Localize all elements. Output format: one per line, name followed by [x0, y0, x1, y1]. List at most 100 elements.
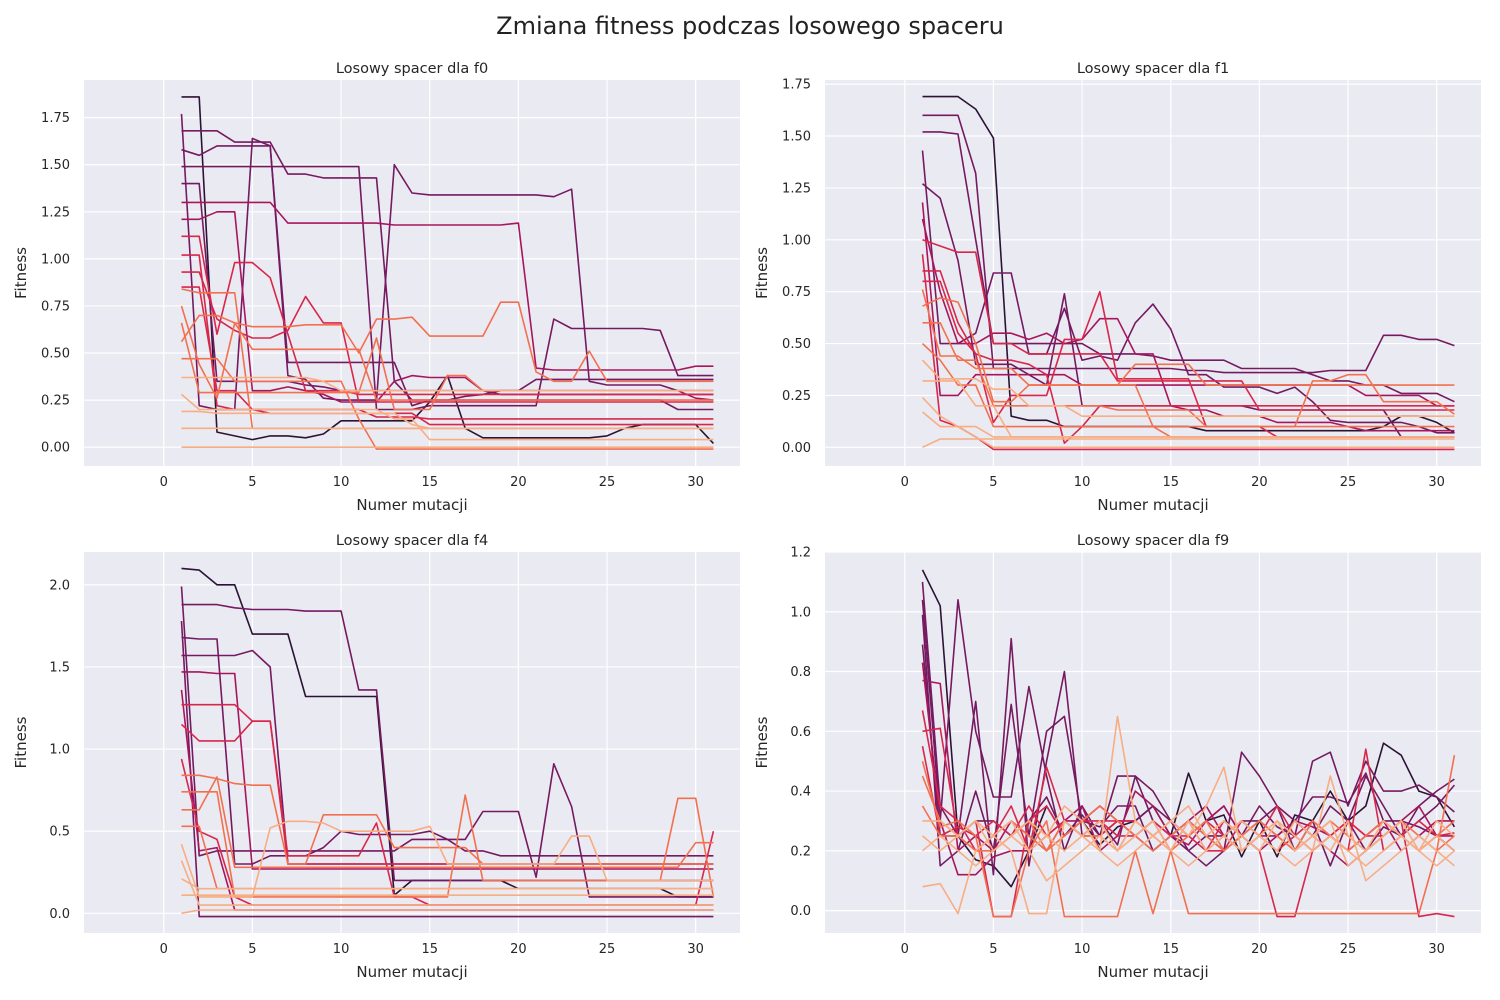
y-tick-label: 1.25 — [782, 181, 811, 196]
figure-title: Zmiana fitness podczas losowego spaceru — [496, 12, 1004, 40]
chart-panel-4: 0 5 10 15 20 25 30 0.0 0.2 0.4 0.6 0.8 1.0 1.2 Losowy … — [753, 533, 1481, 981]
series-line-7 — [181, 671, 714, 870]
x-tick-label: 0 — [901, 475, 909, 490]
x-tick-label: 0 — [160, 475, 168, 490]
x-tick-label: 0 — [901, 942, 909, 957]
subplot-title: Losowy spacer dla f0 — [336, 61, 488, 77]
y-axis-label: Fitness — [12, 716, 30, 768]
series-line-16 — [921, 820, 1455, 867]
series-line-5 — [181, 636, 714, 865]
y-tick-label: 2.0 — [49, 578, 70, 593]
x-tick-label: 15 — [421, 942, 438, 957]
x-tick-label: 30 — [687, 475, 704, 490]
series-line-16 — [180, 820, 714, 898]
x-tick-label: 10 — [1074, 942, 1091, 957]
series-line-17 — [180, 860, 714, 906]
chart-panel-1: 0 5 10 15 20 25 30 0.00 0.25 0.50 0.75 1.00 1.25 1.50… — [12, 61, 740, 514]
x-axis-label: Numer mutacji — [1097, 496, 1208, 514]
x-tick-label: 5 — [248, 942, 256, 957]
y-tick-label: 0.8 — [790, 665, 811, 680]
series-line-4 — [921, 150, 1455, 434]
y-axis-label: Fitness — [753, 247, 771, 299]
y-tick-label: 0.75 — [782, 285, 811, 300]
y-tick-label: 0.6 — [790, 725, 811, 740]
x-tick-label: 10 — [333, 475, 350, 490]
series-line-9 — [181, 235, 714, 396]
y-axis-label: Fitness — [12, 247, 30, 299]
y-tick-label: 0.50 — [41, 347, 70, 362]
series-line-12 — [921, 289, 1455, 386]
y-tick-label: 0.00 — [41, 441, 70, 456]
y-tick-label: 1.50 — [782, 130, 811, 145]
series-line-16 — [180, 314, 714, 401]
y-tick-label: 1.00 — [41, 252, 70, 267]
y-tick-label: 0.25 — [782, 389, 811, 404]
x-tick-label: 0 — [160, 942, 168, 957]
chart-panel-2: 0 5 10 15 20 25 30 0.00 0.25 0.50 0.75 1.00 1.25 1.50… — [753, 61, 1481, 514]
y-tick-label: 0.5 — [49, 825, 70, 840]
y-tick-label: 1.75 — [782, 78, 811, 93]
y-tick-label: 0.2 — [790, 844, 811, 859]
plot-area — [825, 80, 1481, 466]
series-line-18 — [181, 376, 714, 392]
series-line-6 — [921, 202, 1455, 407]
y-tick-label: 1.0 — [790, 605, 811, 620]
subplot-title: Losowy spacer dla f1 — [1077, 61, 1229, 77]
y-tick-label: 0.4 — [790, 785, 811, 800]
x-axis-label: Numer mutacji — [356, 496, 467, 514]
series-line-18 — [921, 396, 1455, 438]
x-tick-label: 30 — [687, 942, 704, 957]
x-tick-label: 5 — [989, 475, 997, 490]
y-tick-label: 1.0 — [49, 743, 70, 758]
series-line-17 — [922, 820, 1455, 915]
series-line-7 — [181, 201, 714, 371]
x-tick-label: 30 — [1428, 475, 1445, 490]
x-tick-label: 25 — [1340, 475, 1357, 490]
x-tick-label: 20 — [510, 942, 527, 957]
series-line-4 — [180, 620, 714, 918]
series-line-15 — [921, 775, 1455, 915]
series-line-20 — [922, 438, 1455, 449]
x-tick-label: 25 — [599, 475, 616, 490]
y-axis-label: Fitness — [753, 716, 771, 768]
series-line-17 — [181, 357, 714, 450]
y-tick-label: 1.5 — [49, 660, 70, 675]
x-tick-label: 10 — [1074, 475, 1091, 490]
y-tick-label: 0.0 — [790, 904, 811, 919]
series-line-11 — [921, 755, 1456, 918]
y-tick-label: 1.25 — [41, 205, 70, 220]
chart-panel-3: 0 5 10 15 20 25 30 0.0 0.5 1.0 1.5 2.0 Losowy spacer… — [12, 533, 740, 981]
x-tick-label: 20 — [1251, 942, 1268, 957]
series-line-11 — [181, 271, 714, 403]
y-tick-label: 1.2 — [790, 546, 811, 561]
series-line-14 — [180, 301, 714, 400]
y-tick-label: 0.50 — [782, 337, 811, 352]
x-tick-label: 5 — [989, 942, 997, 957]
y-tick-label: 0.0 — [49, 907, 70, 922]
x-tick-label: 20 — [1251, 475, 1268, 490]
subplot-title: Losowy spacer dla f9 — [1077, 533, 1229, 549]
series-line-13 — [922, 297, 1455, 428]
series-line-4 — [181, 165, 714, 411]
series-line-9 — [921, 254, 1455, 451]
y-tick-label: 1.00 — [782, 233, 811, 248]
y-tick-label: 1.50 — [41, 158, 70, 173]
series-line-1 — [921, 569, 1456, 888]
y-tick-label: 1.75 — [41, 111, 70, 126]
x-tick-label: 30 — [1428, 942, 1445, 957]
x-tick-label: 15 — [1162, 942, 1179, 957]
series-line-18 — [181, 878, 714, 890]
y-tick-label: 0.25 — [41, 394, 70, 409]
series-line-14 — [181, 776, 714, 869]
y-tick-label: 0.75 — [41, 299, 70, 314]
subplot-title: Losowy spacer dla f4 — [336, 533, 488, 549]
y-tick-label: 0.00 — [782, 441, 811, 456]
series-line-19 — [921, 411, 1455, 449]
series-line-10 — [922, 270, 1455, 445]
series-line-16 — [921, 359, 1455, 418]
series-line-19 — [180, 393, 714, 441]
x-tick-label: 15 — [421, 475, 438, 490]
x-tick-label: 25 — [1340, 942, 1357, 957]
